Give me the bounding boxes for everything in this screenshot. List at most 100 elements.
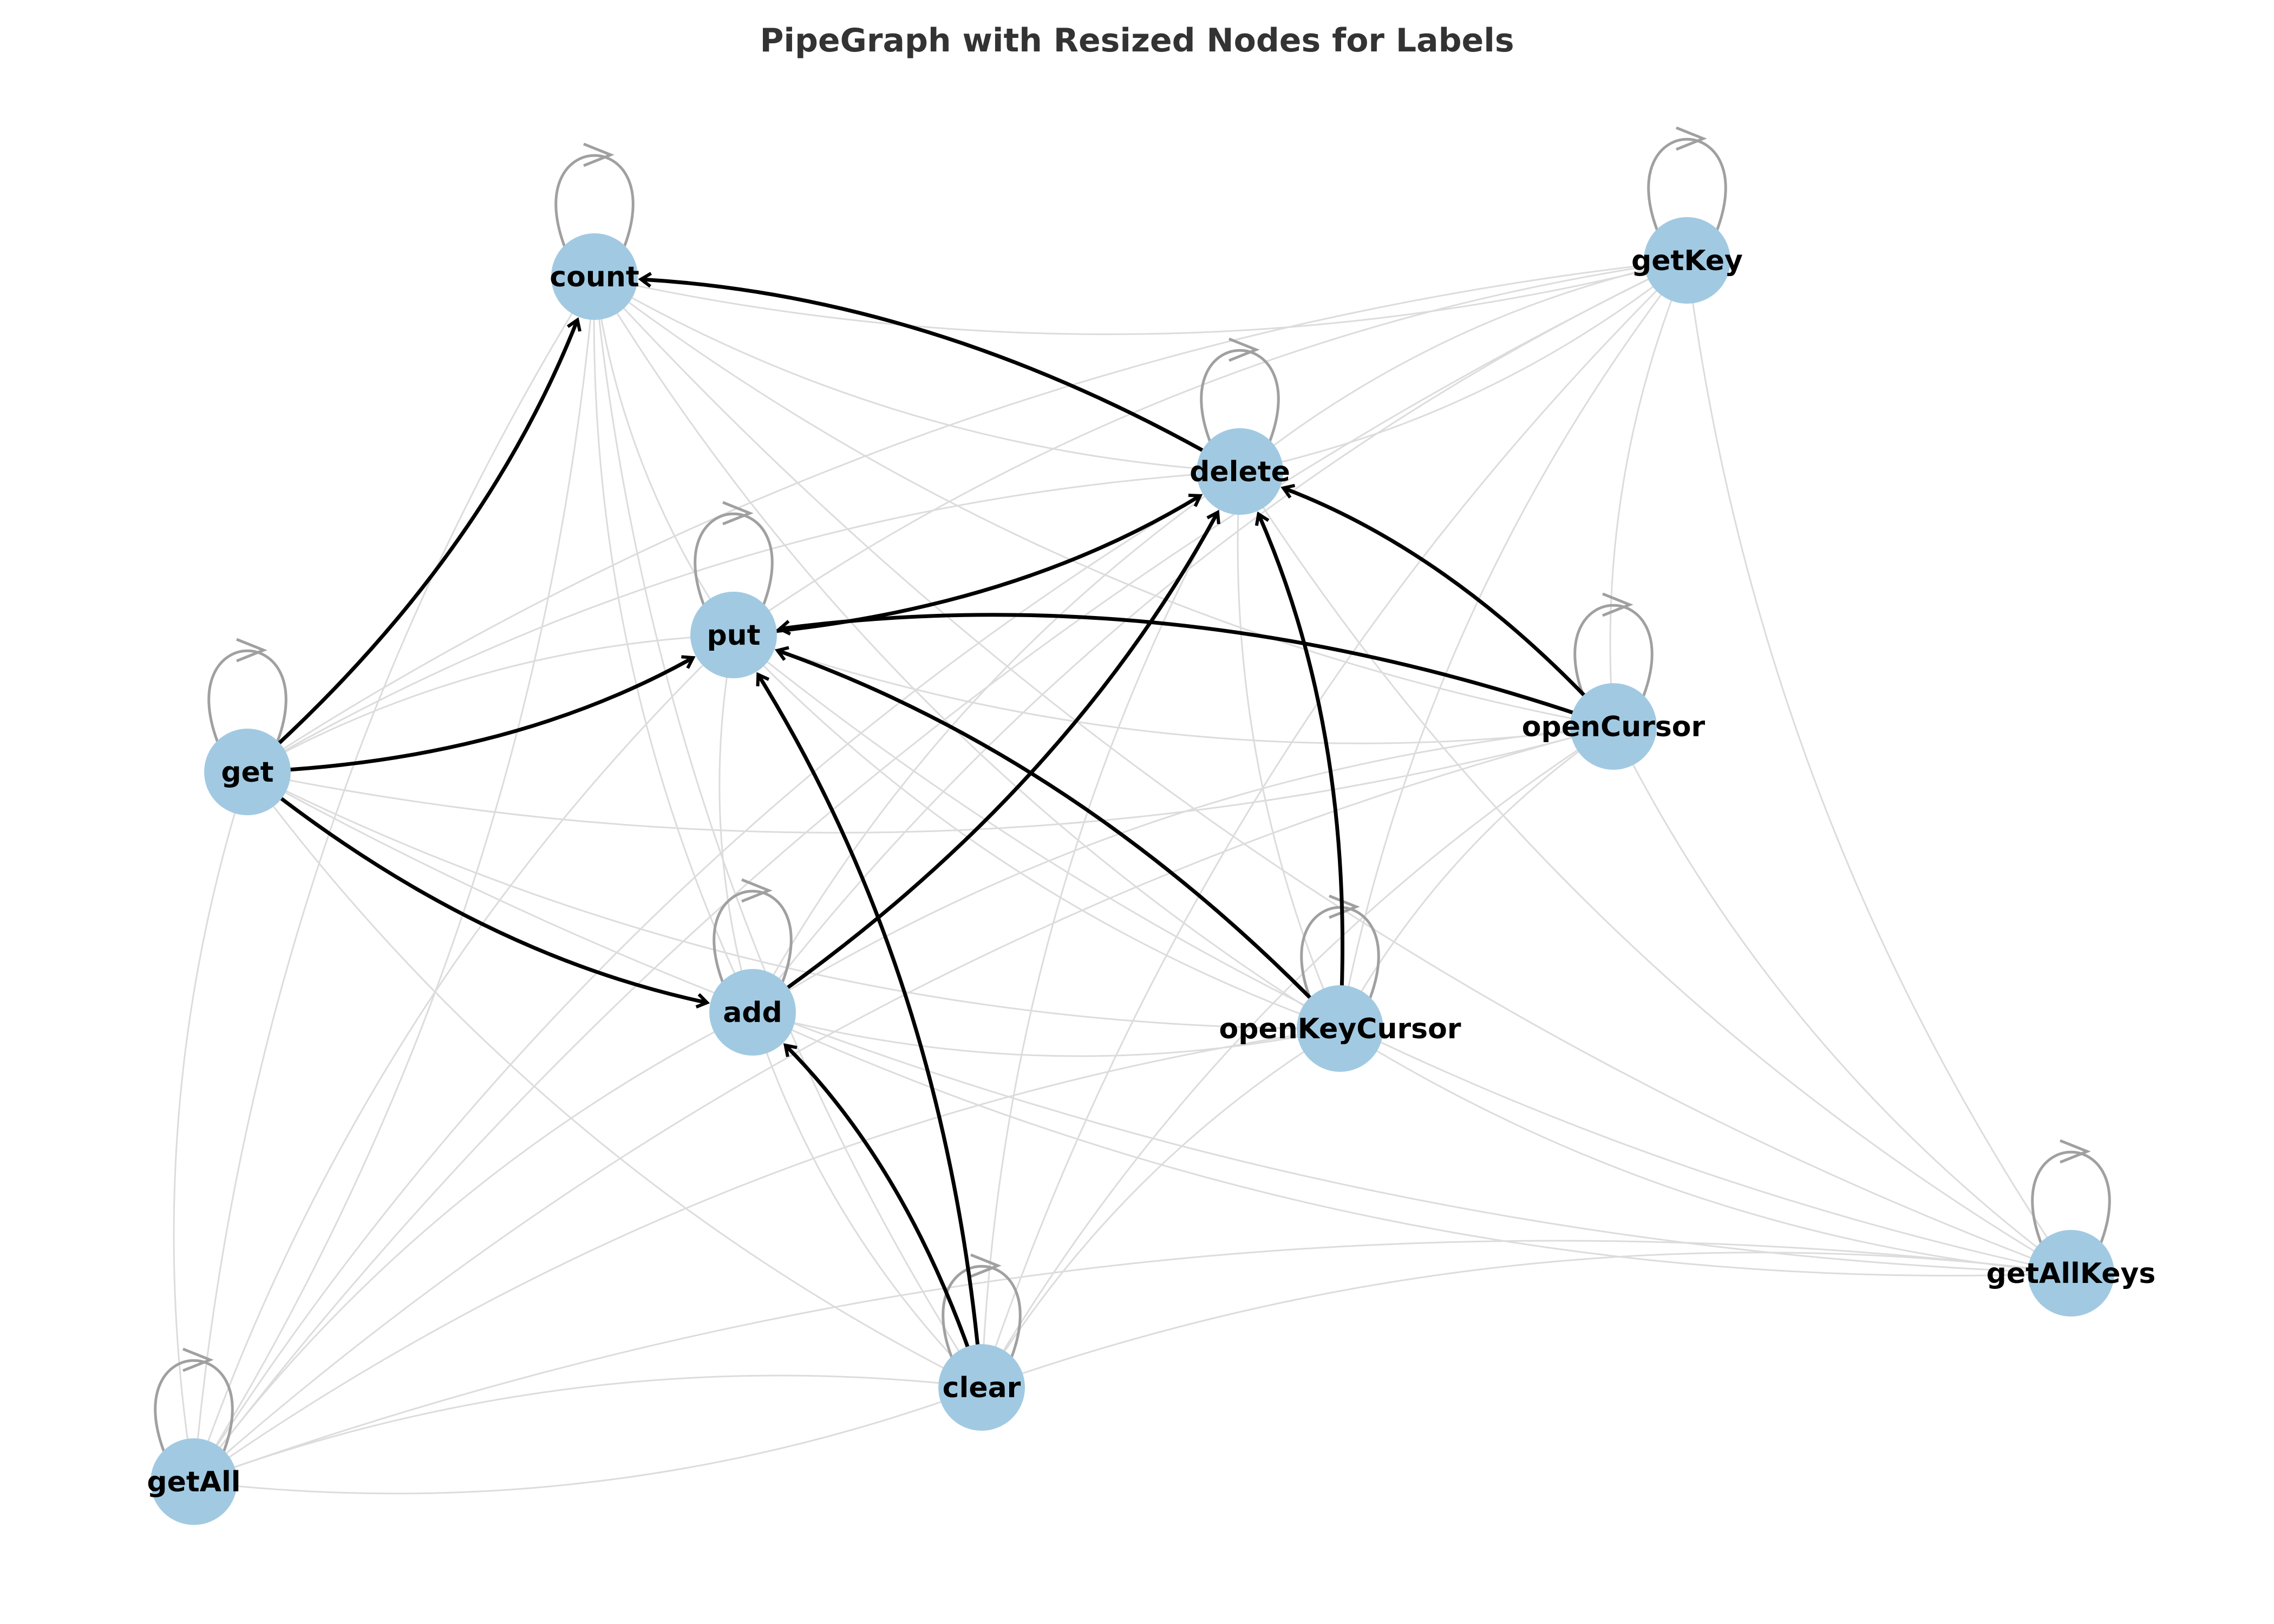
edge-getAllKeys-getAll bbox=[193, 1240, 2072, 1483]
self-loop-arrow-get bbox=[236, 638, 267, 663]
edge-getKey-delete bbox=[1239, 259, 1688, 473]
bold-edge-openKeyCursor-delete bbox=[1257, 513, 1344, 1029]
edge-getKey-getAll bbox=[193, 259, 1688, 1482]
node-label-clear: clear bbox=[943, 1372, 1021, 1404]
edge-delete-openKeyCursor bbox=[1237, 471, 1341, 1029]
edge-add-clear bbox=[752, 1012, 983, 1389]
edge-count-clear bbox=[593, 276, 983, 1388]
self-loop-delete bbox=[1200, 349, 1280, 442]
edge-openCursor-getAllKeys bbox=[1612, 726, 2072, 1274]
self-loops bbox=[154, 126, 2111, 1452]
node-label-get: get bbox=[221, 756, 273, 789]
edge-openCursor-clear bbox=[981, 725, 1614, 1388]
edge-count-add bbox=[593, 276, 754, 1013]
node-getAllKeys: getAllKeys bbox=[1987, 1230, 2156, 1317]
node-circle-delete bbox=[1197, 428, 1283, 515]
edge-getKey-delete bbox=[1239, 259, 1688, 473]
edge-put-getAllKeys bbox=[733, 634, 2072, 1274]
bold-edge-arrow-get-count bbox=[566, 317, 581, 332]
edge-count-delete bbox=[594, 276, 1240, 473]
edge-getKey-getAllKeys bbox=[1686, 260, 2072, 1274]
node-label-delete: delete bbox=[1190, 456, 1290, 488]
edge-count-openKeyCursor bbox=[593, 276, 1341, 1030]
edge-getKey-add bbox=[752, 259, 1688, 1013]
edge-clear-getAll bbox=[193, 1374, 982, 1483]
node-circle-clear bbox=[938, 1344, 1025, 1431]
edge-count-openCursor bbox=[594, 276, 1614, 728]
bold-edges bbox=[246, 272, 1615, 1389]
self-loop-add bbox=[713, 889, 793, 983]
self-loop-arrow-delete bbox=[1229, 337, 1260, 362]
node-circle-getAllKeys bbox=[2028, 1230, 2114, 1317]
edge-openKeyCursor-clear bbox=[981, 1027, 1341, 1388]
edge-count-put bbox=[593, 276, 735, 636]
edge-delete-get bbox=[247, 470, 1240, 773]
edge-count-getAll bbox=[193, 276, 596, 1482]
self-loop-openKeyCursor bbox=[1300, 906, 1380, 999]
edge-clear-getAll bbox=[193, 1386, 982, 1495]
edge-getKey-openCursor bbox=[1609, 260, 1688, 727]
node-openCursor: openCursor bbox=[1522, 683, 1706, 770]
node-circle-count bbox=[551, 233, 638, 320]
node-delete: delete bbox=[1190, 428, 1290, 515]
bold-edge-arrow-delete-count bbox=[638, 272, 652, 288]
bold-edge-clear-add bbox=[784, 1044, 984, 1389]
node-clear: clear bbox=[938, 1344, 1025, 1431]
edge-count-getKey bbox=[594, 259, 1688, 336]
self-loop-arrow-getAll bbox=[182, 1347, 214, 1372]
self-loop-getAll bbox=[154, 1359, 234, 1452]
edge-put-get bbox=[247, 634, 734, 773]
bold-edge-arrow-get-add bbox=[695, 993, 710, 1009]
edge-getKey-get bbox=[247, 259, 1688, 773]
self-loop-get bbox=[207, 649, 287, 743]
edge-put-getAll bbox=[193, 634, 735, 1482]
edge-getKey-put bbox=[733, 259, 1688, 636]
edge-openCursor-add bbox=[752, 725, 1614, 1013]
self-loop-count bbox=[554, 154, 635, 247]
edge-get-getAll bbox=[173, 771, 249, 1482]
node-put: put bbox=[690, 592, 777, 678]
edge-delete-clear bbox=[981, 471, 1241, 1388]
edge-delete-add bbox=[752, 470, 1240, 1013]
light-edges bbox=[173, 259, 2072, 1495]
node-label-getAllKeys: getAllKeys bbox=[1987, 1258, 2156, 1290]
self-loop-arrow-put bbox=[722, 501, 754, 526]
edge-get-clear bbox=[246, 771, 982, 1389]
self-loop-arrow-openCursor bbox=[1602, 592, 1633, 617]
edge-openKeyCursor-getAll bbox=[193, 1027, 1341, 1483]
node-getAll: getAll bbox=[147, 1438, 241, 1525]
bold-edge-clear-put bbox=[756, 673, 984, 1388]
bold-edge-openCursor-delete bbox=[1283, 486, 1615, 728]
self-loop-arrow-count bbox=[583, 142, 615, 167]
node-label-put: put bbox=[707, 619, 760, 652]
self-loop-arrow-clear bbox=[970, 1253, 1002, 1278]
node-get: get bbox=[204, 729, 291, 815]
self-loop-openCursor bbox=[1573, 604, 1654, 697]
bold-edge-arrow-openCursor-delete bbox=[1280, 483, 1296, 499]
edge-getAllKeys-clear bbox=[981, 1252, 2072, 1389]
node-circle-get bbox=[204, 729, 291, 815]
node-count: count bbox=[550, 233, 639, 320]
self-loop-arrow-add bbox=[741, 878, 773, 903]
edge-openCursor-getAll bbox=[193, 725, 1614, 1483]
edge-add-getAll bbox=[193, 1011, 753, 1482]
bold-edge-arrow-add-delete bbox=[1206, 509, 1220, 525]
node-circle-openKeyCursor bbox=[1297, 985, 1383, 1072]
nodes: count getKey delete put get openCursor add open… bbox=[147, 217, 2155, 1525]
edge-get-openKeyCursor bbox=[247, 771, 1341, 1030]
edge-put-openCursor bbox=[733, 634, 1614, 744]
bold-edge-arrow-put-delete bbox=[1188, 493, 1203, 507]
edge-delete-getAllKeys bbox=[1239, 471, 2072, 1274]
node-circle-add bbox=[709, 969, 796, 1056]
edge-get-openCursor bbox=[247, 725, 1614, 834]
node-circle-getKey bbox=[1644, 217, 1730, 304]
bold-edge-arrow-openKeyCursor-put bbox=[774, 646, 789, 661]
bold-edge-openCursor-put bbox=[779, 613, 1615, 729]
bold-edge-get-put bbox=[247, 656, 694, 774]
diagram-title: PipeGraph with Resized Nodes for Labels bbox=[760, 22, 1514, 60]
bold-edge-add-delete bbox=[752, 511, 1220, 1014]
node-label-openKeyCursor: openKeyCursor bbox=[1219, 1013, 1461, 1045]
bold-edge-arrow-openKeyCursor-delete bbox=[1254, 511, 1270, 526]
edge-openKeyCursor-getAllKeys bbox=[1339, 1027, 2072, 1274]
